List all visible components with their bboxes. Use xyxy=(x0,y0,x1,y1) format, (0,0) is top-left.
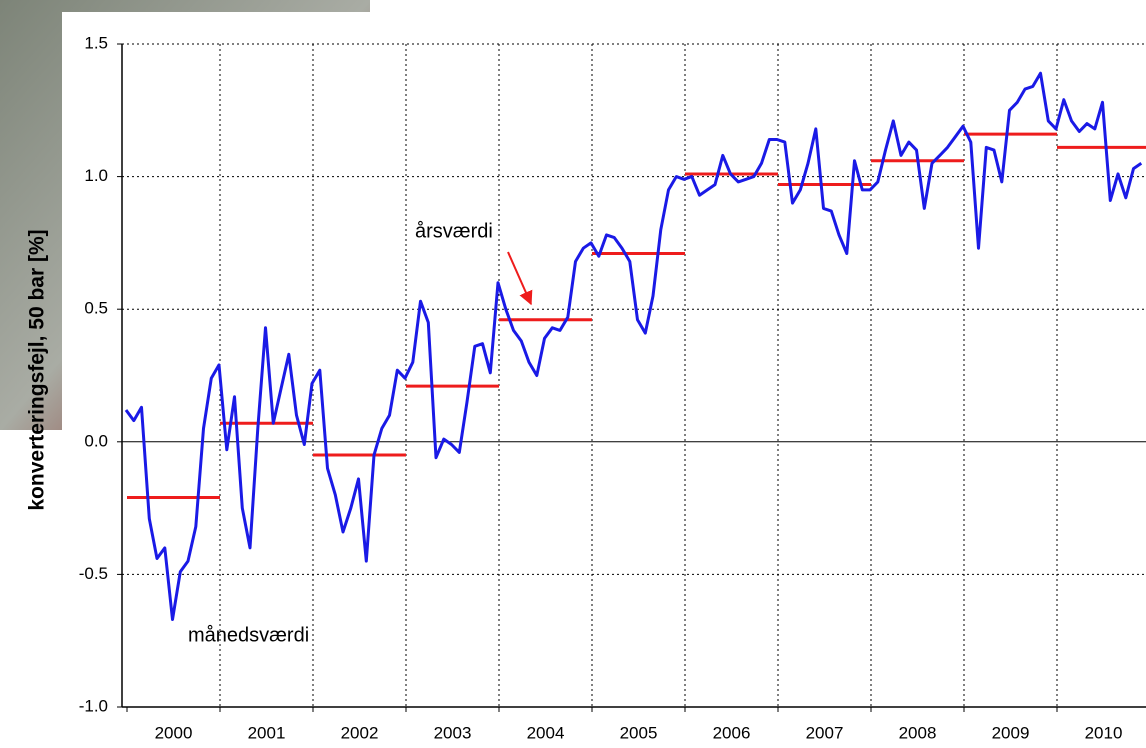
x-tick-label: 2006 xyxy=(713,723,751,742)
x-tick-label: 2010 xyxy=(1085,723,1123,742)
x-tick-label: 2003 xyxy=(434,723,472,742)
annotation: månedsværdi xyxy=(188,624,309,646)
x-tick-label: 2008 xyxy=(899,723,937,742)
y-tick-label: -1.0 xyxy=(79,696,108,715)
y-tick-label: 1.0 xyxy=(84,166,108,185)
x-tick-label: 2001 xyxy=(248,723,286,742)
x-tick-label: 2007 xyxy=(806,723,844,742)
x-tick-label: 2009 xyxy=(992,723,1030,742)
monthly-line xyxy=(124,71,1143,621)
x-tick-label: 2005 xyxy=(620,723,658,742)
annotation: årsværdi xyxy=(415,220,493,242)
plot-area xyxy=(124,71,1146,621)
y-tick-label: 1.5 xyxy=(84,33,108,52)
y-tick-label: -0.5 xyxy=(79,564,108,583)
x-tick-label: 2000 xyxy=(155,723,193,742)
y-axis-label: konverteringsfejl, 50 bar [%] xyxy=(26,229,49,510)
x-tick-label: 2004 xyxy=(527,723,565,742)
annotation-arrow xyxy=(507,251,533,306)
grid xyxy=(117,43,1146,712)
y-tick-label: 0.0 xyxy=(84,431,108,450)
y-tick-label: 0.5 xyxy=(84,299,108,318)
labels: -1.0 -0.5 0.0 0.5 1.0 1.5 2000 2001 2002 2003 2004… xyxy=(79,33,1123,742)
x-tick-label: 2002 xyxy=(341,723,379,742)
